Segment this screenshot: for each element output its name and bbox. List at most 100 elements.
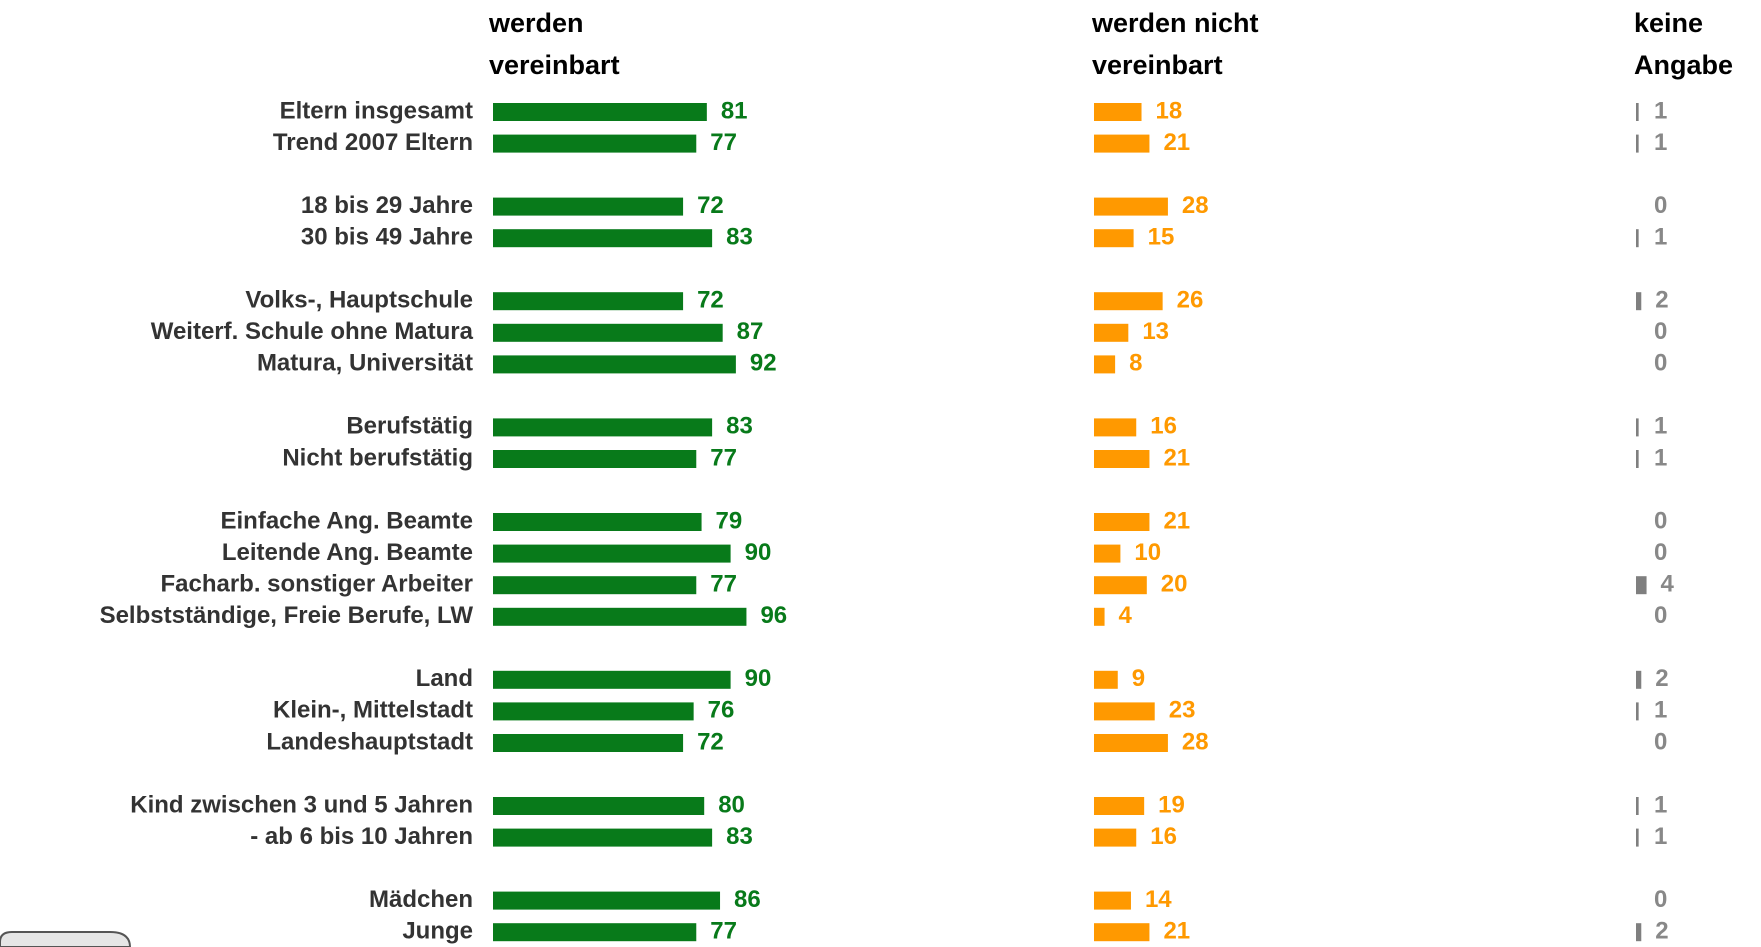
- value-label: 72: [697, 192, 724, 219]
- value-label: 23: [1169, 697, 1196, 724]
- value-label: 72: [697, 287, 724, 314]
- value-label: 86: [734, 886, 761, 913]
- bar: [1094, 450, 1150, 468]
- value-label: 2: [1655, 287, 1668, 314]
- bar: [1094, 702, 1155, 721]
- value-label: 77: [710, 571, 737, 598]
- category-label: Trend 2007 Eltern: [273, 129, 473, 156]
- series-header: keine Angabe: [1634, 8, 1734, 80]
- bar: [1094, 197, 1168, 216]
- value-label: 18: [1156, 97, 1183, 124]
- value-label: 1: [1654, 697, 1667, 724]
- bar: [493, 292, 684, 311]
- bar: [1094, 607, 1105, 626]
- decoration: [0, 931, 132, 947]
- bar: [493, 576, 697, 595]
- value-label: 83: [726, 413, 753, 440]
- value-label: 21: [1163, 129, 1190, 156]
- value-label: 1: [1654, 413, 1667, 440]
- value-label: 80: [718, 791, 745, 818]
- category-label: Junge: [402, 918, 473, 945]
- category-label: - ab 6 bis 10 Jahren: [250, 823, 473, 850]
- value-label: 77: [710, 444, 737, 471]
- value-label: 21: [1163, 444, 1190, 471]
- bar: [1094, 229, 1134, 248]
- value-label: 83: [726, 224, 753, 251]
- value-label: 4: [1661, 571, 1675, 598]
- value-label: 21: [1163, 918, 1190, 945]
- bar: [493, 513, 702, 531]
- bar: [1636, 292, 1642, 311]
- value-label: 8: [1129, 350, 1142, 377]
- bar: [1094, 513, 1150, 531]
- bar: [1636, 576, 1647, 595]
- value-label: 76: [708, 697, 735, 724]
- value-label: 9: [1132, 665, 1145, 692]
- bar: [1636, 450, 1639, 468]
- bar: [493, 134, 697, 153]
- value-label: 2: [1655, 665, 1668, 692]
- bar: [1636, 229, 1639, 248]
- category-label: Klein-, Mittelstadt: [273, 697, 473, 724]
- bar: [1094, 418, 1137, 437]
- bar: [1094, 828, 1137, 847]
- bar: [1094, 923, 1150, 942]
- category-label: 18 bis 29 Jahre: [301, 192, 473, 219]
- bar: [1636, 923, 1642, 942]
- category-label: Nicht berufstätig: [282, 444, 473, 471]
- bar: [493, 450, 697, 468]
- bar: [1094, 323, 1129, 342]
- bar: [493, 891, 721, 910]
- value-label: 83: [726, 823, 753, 850]
- bar: [1636, 797, 1639, 815]
- category-label: Weiterf. Schule ohne Matura: [151, 318, 474, 345]
- value-label: 4: [1119, 602, 1133, 629]
- value-label: 14: [1145, 886, 1172, 913]
- category-label: Eltern insgesamt: [280, 97, 473, 124]
- bar: [1636, 670, 1642, 689]
- category-label: Volks-, Hauptschule: [245, 287, 473, 314]
- value-label: 20: [1161, 571, 1188, 598]
- value-label: 13: [1142, 318, 1169, 345]
- value-label: 0: [1654, 886, 1667, 913]
- bar: [1636, 702, 1639, 721]
- bar: [1094, 544, 1121, 563]
- bar: [493, 355, 736, 374]
- value-label: 0: [1654, 539, 1667, 566]
- value-label: 0: [1654, 602, 1667, 629]
- value-label: 92: [750, 350, 777, 377]
- value-label: 1: [1654, 129, 1667, 156]
- category-label: Land: [416, 665, 473, 692]
- value-label: 21: [1163, 507, 1190, 534]
- bar: [1636, 828, 1639, 847]
- bar: [1094, 670, 1118, 689]
- value-label: 90: [745, 539, 772, 566]
- series-header: werden vereinbart: [489, 8, 620, 80]
- value-label: 2: [1655, 918, 1668, 945]
- value-label: 1: [1654, 823, 1667, 850]
- value-label: 16: [1150, 413, 1177, 440]
- bar: [493, 828, 713, 847]
- value-label: 26: [1177, 287, 1204, 314]
- bar: [493, 229, 713, 248]
- bar: [493, 197, 684, 216]
- bar: [493, 734, 684, 752]
- bar: [1636, 134, 1639, 153]
- value-label: 90: [745, 665, 772, 692]
- bar: [1094, 355, 1116, 374]
- value-label: 0: [1654, 350, 1667, 377]
- value-label: 1: [1654, 444, 1667, 471]
- value-label: 87: [737, 318, 764, 345]
- value-label: 81: [721, 97, 748, 124]
- value-label: 10: [1134, 539, 1161, 566]
- value-label: 72: [697, 728, 724, 755]
- bar: [493, 923, 697, 942]
- category-label: Facharb. sonstiger Arbeiter: [160, 571, 473, 598]
- value-label: 19: [1158, 791, 1185, 818]
- bar: [1636, 103, 1639, 121]
- category-label: Leitende Ang. Beamte: [222, 539, 473, 566]
- bar: [1094, 103, 1142, 121]
- value-label: 1: [1654, 224, 1667, 251]
